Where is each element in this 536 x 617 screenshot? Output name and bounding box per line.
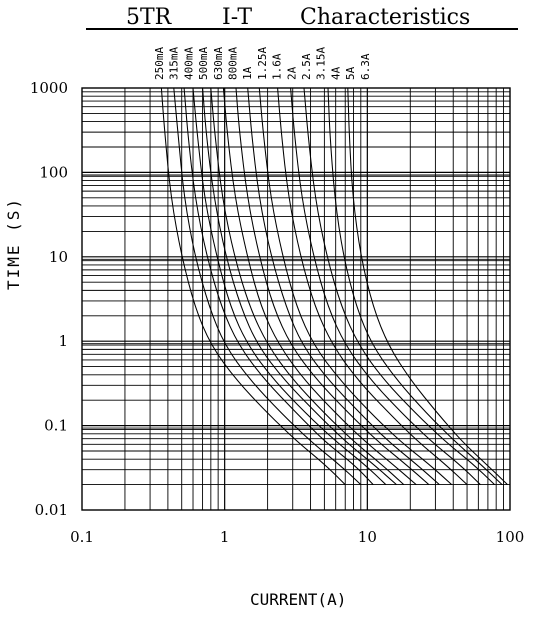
x-tick-label: 0.1 <box>70 528 94 546</box>
series-line-5 <box>210 87 405 485</box>
series-line-4 <box>202 87 397 485</box>
series-line-0 <box>160 87 346 485</box>
series-label: 6.3A <box>359 53 372 80</box>
series-line-3 <box>192 87 387 485</box>
series-line-11 <box>290 87 481 485</box>
series-label: 5A <box>344 66 357 80</box>
y-tick-label: 10 <box>49 248 68 266</box>
y-axis-label-wrap: TIME (S) <box>4 197 30 378</box>
series-label: 2A <box>285 66 298 80</box>
x-tick-label: 10 <box>358 528 377 546</box>
series-label: 3.15A <box>315 47 328 80</box>
y-axis-label: TIME (S) <box>4 196 23 290</box>
x-axis-label: CURRENT(A) <box>250 590 347 609</box>
plot-frame <box>81 87 511 511</box>
y-tick-label: 100 <box>39 163 68 181</box>
y-tick-label: 0.1 <box>44 417 68 435</box>
series-line-1 <box>173 87 362 485</box>
y-tick-label: 1 <box>58 332 68 350</box>
y-tick-label: 1000 <box>30 79 68 97</box>
y-tick-label: 0.01 <box>35 501 68 519</box>
series-line-9 <box>258 87 453 485</box>
chart-title-part-it: I-T <box>222 5 253 30</box>
series-label: 250mA <box>153 47 166 80</box>
series-line-13 <box>327 87 503 485</box>
series-line-7 <box>235 87 430 485</box>
chart-title: 5TR I-T Characteristics <box>86 4 518 30</box>
series-label: 630mA <box>212 47 225 80</box>
series-label: 315mA <box>168 47 181 80</box>
series-label: 400mA <box>182 47 195 80</box>
series-line-14 <box>347 87 508 485</box>
series-label: 1.6A <box>271 53 284 80</box>
series-label: 1.25A <box>256 47 269 80</box>
chart-title-part-characteristics: Characteristics <box>300 5 471 30</box>
series-line-10 <box>277 87 468 485</box>
x-tick-label: 100 <box>496 528 525 546</box>
series-label: 800mA <box>227 47 240 80</box>
x-tick-label: 1 <box>220 528 230 546</box>
series-line-6 <box>222 87 417 485</box>
series-label: 4A <box>329 66 342 80</box>
series-label: 500mA <box>197 47 210 80</box>
series-label: 1A <box>241 66 254 80</box>
series-line-2 <box>183 87 374 485</box>
series-line-8 <box>247 87 440 485</box>
series-label: 2.5A <box>300 53 313 80</box>
chart-title-part-model: 5TR <box>126 5 172 30</box>
series-line-12 <box>303 87 495 485</box>
